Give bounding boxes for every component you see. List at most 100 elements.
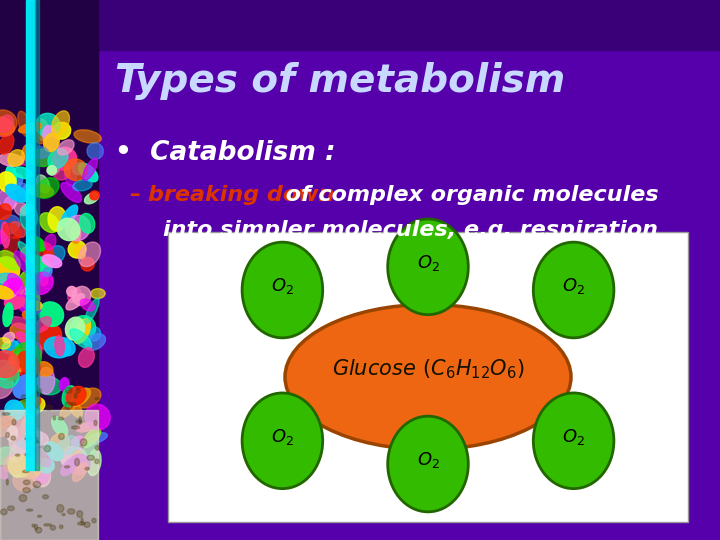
Ellipse shape <box>70 402 82 417</box>
Ellipse shape <box>32 266 45 285</box>
Ellipse shape <box>35 524 37 530</box>
Ellipse shape <box>0 115 14 132</box>
Ellipse shape <box>50 434 70 453</box>
Ellipse shape <box>65 387 72 393</box>
Ellipse shape <box>31 146 49 158</box>
Ellipse shape <box>5 165 17 191</box>
Ellipse shape <box>4 454 27 474</box>
Ellipse shape <box>43 242 54 260</box>
Text: $\mathit{O_2}$: $\mathit{O_2}$ <box>417 450 439 470</box>
Ellipse shape <box>3 236 19 259</box>
Ellipse shape <box>74 245 85 259</box>
Ellipse shape <box>29 185 53 197</box>
Bar <box>26 0 35 470</box>
Ellipse shape <box>17 332 35 348</box>
Ellipse shape <box>94 420 97 426</box>
Ellipse shape <box>0 338 11 349</box>
Ellipse shape <box>36 178 59 199</box>
Ellipse shape <box>60 401 76 417</box>
Ellipse shape <box>10 323 30 340</box>
Ellipse shape <box>32 462 50 484</box>
Ellipse shape <box>76 388 101 408</box>
Text: $\mathit{O_2}$: $\mathit{O_2}$ <box>562 427 585 447</box>
Ellipse shape <box>34 376 61 395</box>
Ellipse shape <box>67 286 76 296</box>
Bar <box>168 232 688 522</box>
Bar <box>35 0 39 470</box>
Ellipse shape <box>38 147 53 166</box>
Ellipse shape <box>55 336 64 356</box>
Ellipse shape <box>65 165 76 186</box>
Ellipse shape <box>14 425 42 449</box>
Text: breaking down: breaking down <box>148 185 334 205</box>
Ellipse shape <box>10 221 26 238</box>
Ellipse shape <box>0 279 22 300</box>
Ellipse shape <box>24 382 37 400</box>
Ellipse shape <box>0 447 17 464</box>
Ellipse shape <box>73 463 87 481</box>
Ellipse shape <box>45 446 50 452</box>
Ellipse shape <box>32 448 50 467</box>
Text: –: – <box>130 185 149 205</box>
Ellipse shape <box>87 449 101 476</box>
Ellipse shape <box>4 196 17 210</box>
Ellipse shape <box>66 317 84 340</box>
Ellipse shape <box>60 183 81 202</box>
Ellipse shape <box>27 509 33 511</box>
Ellipse shape <box>25 255 50 275</box>
Ellipse shape <box>94 459 99 464</box>
Ellipse shape <box>37 324 62 350</box>
Ellipse shape <box>20 246 38 262</box>
Ellipse shape <box>83 158 97 180</box>
Ellipse shape <box>0 134 14 154</box>
Ellipse shape <box>27 300 42 310</box>
Ellipse shape <box>47 166 56 175</box>
Ellipse shape <box>15 400 32 411</box>
Ellipse shape <box>0 467 7 479</box>
Ellipse shape <box>3 332 14 343</box>
Ellipse shape <box>59 377 69 391</box>
Ellipse shape <box>11 436 16 440</box>
Ellipse shape <box>85 467 89 470</box>
Ellipse shape <box>60 446 87 469</box>
Ellipse shape <box>85 404 110 430</box>
Ellipse shape <box>72 286 91 305</box>
Bar <box>0 0 720 50</box>
Ellipse shape <box>66 294 84 310</box>
Ellipse shape <box>9 348 25 373</box>
Ellipse shape <box>2 359 24 379</box>
Ellipse shape <box>90 191 99 200</box>
Ellipse shape <box>81 518 84 525</box>
Ellipse shape <box>62 514 65 516</box>
Ellipse shape <box>24 437 32 440</box>
Ellipse shape <box>78 443 97 464</box>
Ellipse shape <box>9 435 29 453</box>
Bar <box>0 410 98 540</box>
Ellipse shape <box>21 395 27 401</box>
Ellipse shape <box>0 117 14 137</box>
Ellipse shape <box>0 188 16 210</box>
Ellipse shape <box>387 219 468 315</box>
Ellipse shape <box>6 432 9 437</box>
Ellipse shape <box>45 234 56 250</box>
Text: into simpler molecules, e.g. respiration: into simpler molecules, e.g. respiration <box>163 220 658 240</box>
Ellipse shape <box>45 337 71 358</box>
Ellipse shape <box>38 389 42 396</box>
Ellipse shape <box>95 397 100 400</box>
Ellipse shape <box>76 389 80 393</box>
Ellipse shape <box>91 288 105 299</box>
Ellipse shape <box>40 213 59 233</box>
Ellipse shape <box>64 159 87 180</box>
Ellipse shape <box>7 457 21 477</box>
Ellipse shape <box>285 305 571 449</box>
Ellipse shape <box>73 180 92 191</box>
Ellipse shape <box>45 246 65 265</box>
Ellipse shape <box>534 242 614 338</box>
Ellipse shape <box>57 504 64 512</box>
Ellipse shape <box>9 316 34 330</box>
Text: $\mathit{O_2}$: $\mathit{O_2}$ <box>417 253 439 273</box>
Ellipse shape <box>81 257 94 271</box>
Ellipse shape <box>71 426 80 429</box>
Ellipse shape <box>37 515 42 517</box>
Ellipse shape <box>0 153 24 166</box>
